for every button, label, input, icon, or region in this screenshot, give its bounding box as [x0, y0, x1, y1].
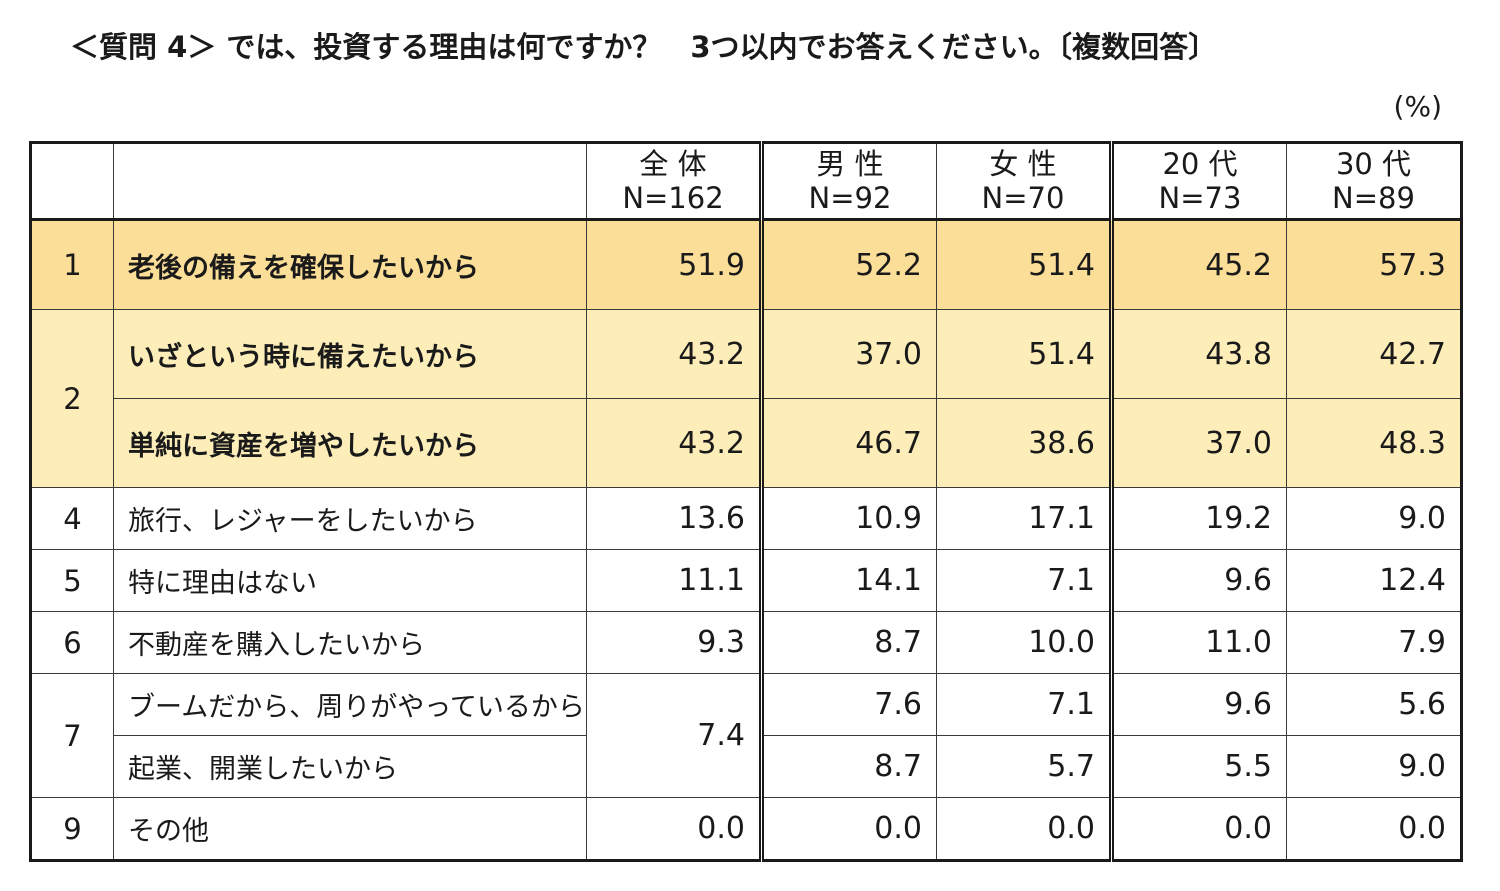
rank-cell: 6: [30, 611, 114, 674]
value-cell: 7.1: [936, 549, 1114, 612]
value-cell: 0.0: [586, 797, 764, 861]
reason-cell: いざという時に備えたいから: [113, 309, 587, 399]
value-cell: 19.2: [1111, 487, 1287, 550]
value-cell: 52.2: [761, 219, 937, 310]
value-cell: 51.4: [936, 219, 1114, 310]
table-row: 6 不動産を購入したいから 9.3 8.7 10.0 11.0 7.9: [30, 611, 1462, 674]
table-row: 7 ブームだから、周りがやっているから 7.4 7.6 7.1 9.6 5.6: [30, 673, 1462, 798]
header-30s: 30 代 N=89: [1286, 142, 1462, 221]
rank-cell: 4: [30, 487, 114, 550]
rank-cell: 1: [30, 219, 114, 310]
value-cell: 10.9: [761, 487, 937, 550]
value-cell: 0.0: [936, 797, 1114, 861]
value-cell: 7.4: [586, 673, 764, 798]
value-cell: 9.0: [1286, 735, 1462, 798]
value-cell: 42.7: [1286, 309, 1462, 399]
table-row: 5 特に理由はない 11.1 14.1 7.1 9.6 12.4: [30, 549, 1462, 612]
reason-cell: 特に理由はない: [113, 549, 587, 612]
header-row: 全 体 N=162 男 性 N=92 女 性 N=70 20 代 N=73 30 代 N=…: [30, 142, 1462, 221]
value-cell: 9.6: [1111, 549, 1287, 612]
value-cell: 43.2: [586, 398, 764, 488]
reason-cell: その他: [113, 797, 587, 861]
value-cell: 0.0: [1111, 797, 1287, 861]
value-cell: 0.0: [1286, 797, 1462, 861]
value-cell: 51.4: [936, 309, 1114, 399]
value-cell: 57.3: [1286, 219, 1462, 310]
reason-cell: 起業、開業したいから: [113, 735, 587, 798]
rank-cell: 9: [30, 797, 114, 861]
value-cell: 48.3: [1286, 398, 1462, 488]
header-total: 全 体 N=162: [586, 142, 764, 221]
unit-label: (%): [1393, 90, 1442, 123]
value-cell: 10.0: [936, 611, 1114, 674]
reason-cell: 不動産を購入したいから: [113, 611, 587, 674]
value-cell: 9.0: [1286, 487, 1462, 550]
value-cell: 43.8: [1111, 309, 1287, 399]
value-cell: 8.7: [761, 735, 937, 798]
page-title: ＜質問 4＞ では、投資する理由は何ですか？ 3つ以内でお答えください。〔複数回…: [70, 30, 1218, 64]
value-cell: 17.1: [936, 487, 1114, 550]
value-cell: 0.0: [761, 797, 937, 861]
header-20s: 20 代 N=73: [1111, 142, 1287, 221]
table-row: 2 いざという時に備えたいから 43.2 37.0 51.4 43.8 42.7: [30, 309, 1462, 488]
rank-cell: 7: [30, 673, 114, 798]
value-cell: 5.5: [1111, 735, 1287, 798]
value-cell: 9.6: [1111, 673, 1287, 736]
value-cell: 43.2: [586, 309, 764, 399]
value-cell: 51.9: [586, 219, 764, 310]
value-cell: 7.6: [761, 673, 937, 736]
value-cell: 38.6: [936, 398, 1114, 488]
table-row: 1 老後の備えを確保したいから 51.9 52.2 51.4 45.2 57.3: [30, 219, 1462, 310]
value-cell: 8.7: [761, 611, 937, 674]
value-cell: 45.2: [1111, 219, 1287, 310]
reason-cell: 旅行、レジャーをしたいから: [113, 487, 587, 550]
table-row: 単純に資産を増やしたいから 43.2 46.7 38.6 37.0 48.3: [31, 398, 1462, 488]
header-male: 男 性 N=92: [761, 142, 937, 221]
reason-cell: 単純に資産を増やしたいから: [113, 398, 587, 488]
header-reason: [113, 142, 587, 221]
value-cell: 11.0: [1111, 611, 1287, 674]
rank-cell: 5: [30, 549, 114, 612]
table-row: 9 その他 0.0 0.0 0.0 0.0 0.0: [30, 797, 1462, 861]
rank-cell: 2: [30, 309, 114, 488]
value-cell: 7.9: [1286, 611, 1462, 674]
table-row: 4 旅行、レジャーをしたいから 13.6 10.9 17.1 19.2 9.0: [30, 487, 1462, 550]
value-cell: 37.0: [1111, 398, 1287, 488]
value-cell: 12.4: [1286, 549, 1462, 612]
value-cell: 7.1: [936, 673, 1114, 736]
header-rank: [30, 142, 114, 221]
value-cell: 13.6: [586, 487, 764, 550]
value-cell: 9.3: [586, 611, 764, 674]
header-female: 女 性 N=70: [936, 142, 1114, 221]
value-cell: 5.7: [936, 735, 1114, 798]
value-cell: 46.7: [761, 398, 937, 488]
value-cell: 5.6: [1286, 673, 1462, 736]
value-cell: 14.1: [761, 549, 937, 612]
value-cell: 37.0: [761, 309, 937, 399]
value-cell: 11.1: [586, 549, 764, 612]
reason-cell: ブームだから、周りがやっているから: [113, 673, 587, 736]
reason-cell: 老後の備えを確保したいから: [113, 219, 587, 310]
results-table: 全 体 N=162 男 性 N=92 女 性 N=70 20 代 N=73 30 代 N=…: [29, 141, 1463, 862]
